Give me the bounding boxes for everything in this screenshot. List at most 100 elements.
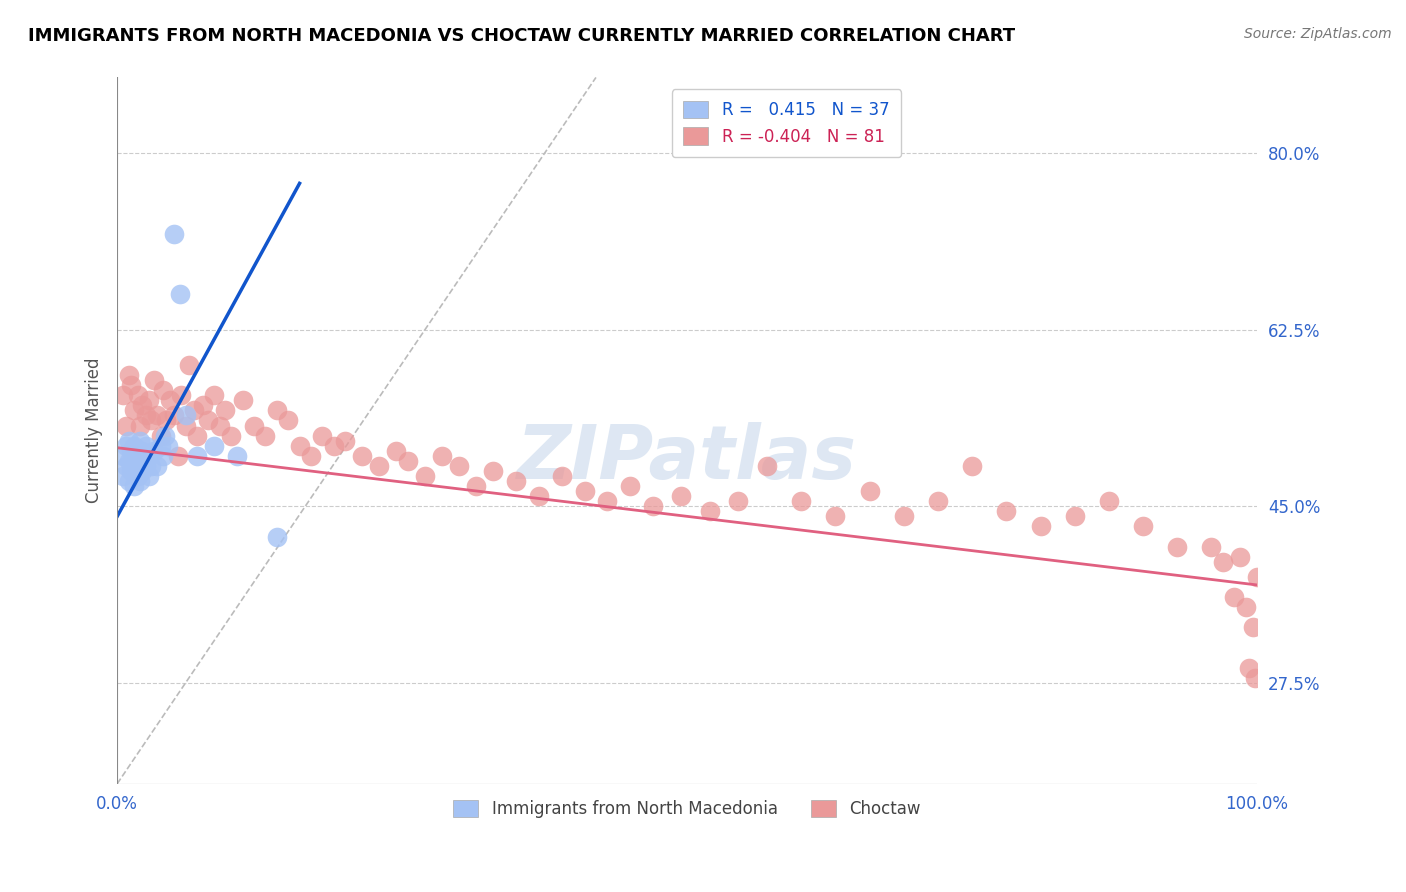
- Point: [111, 449, 134, 463]
- Point: [482, 464, 505, 478]
- Point: [186, 449, 208, 463]
- Point: [641, 500, 664, 514]
- Point: [186, 428, 208, 442]
- Point: [115, 418, 138, 433]
- Point: [219, 428, 242, 442]
- Point: [183, 403, 205, 417]
- Point: [1234, 600, 1257, 615]
- Point: [1223, 590, 1246, 604]
- Point: [413, 469, 436, 483]
- Point: [129, 474, 152, 488]
- Point: [131, 398, 153, 412]
- Point: [385, 443, 408, 458]
- Point: [727, 494, 749, 508]
- Point: [1212, 555, 1234, 569]
- Point: [995, 504, 1018, 518]
- Point: [146, 409, 169, 423]
- Point: [430, 449, 453, 463]
- Point: [1201, 540, 1223, 554]
- Point: [117, 434, 139, 448]
- Y-axis label: Currently Married: Currently Married: [86, 358, 103, 503]
- Point: [115, 458, 138, 473]
- Point: [124, 479, 146, 493]
- Point: [138, 469, 160, 483]
- Point: [120, 378, 142, 392]
- Point: [129, 434, 152, 448]
- Point: [1237, 661, 1260, 675]
- Point: [191, 398, 214, 412]
- Point: [505, 474, 527, 488]
- Point: [174, 418, 197, 433]
- Point: [142, 373, 165, 387]
- Point: [527, 489, 550, 503]
- Point: [858, 484, 880, 499]
- Point: [111, 469, 134, 483]
- Point: [202, 388, 225, 402]
- Point: [465, 479, 488, 493]
- Point: [322, 439, 344, 453]
- Point: [135, 439, 157, 453]
- Point: [127, 449, 149, 463]
- Point: [197, 413, 219, 427]
- Point: [596, 494, 619, 508]
- Point: [117, 454, 139, 468]
- Point: [124, 403, 146, 417]
- Point: [159, 393, 181, 408]
- Point: [111, 388, 134, 402]
- Point: [120, 443, 142, 458]
- Point: [141, 413, 163, 427]
- Point: [449, 458, 471, 473]
- Point: [243, 418, 266, 433]
- Point: [115, 439, 138, 453]
- Point: [368, 458, 391, 473]
- Point: [960, 458, 983, 473]
- Point: [149, 439, 172, 453]
- Point: [277, 413, 299, 427]
- Point: [1243, 671, 1265, 685]
- Point: [288, 439, 311, 453]
- Point: [333, 434, 356, 448]
- Point: [1166, 540, 1188, 554]
- Point: [127, 388, 149, 402]
- Point: [127, 469, 149, 483]
- Point: [396, 454, 419, 468]
- Point: [174, 409, 197, 423]
- Point: [155, 413, 177, 427]
- Point: [124, 439, 146, 453]
- Point: [152, 383, 174, 397]
- Point: [152, 449, 174, 463]
- Point: [131, 464, 153, 478]
- Point: [266, 403, 288, 417]
- Point: [574, 484, 596, 499]
- Point: [214, 403, 236, 417]
- Point: [225, 449, 247, 463]
- Point: [671, 489, 693, 503]
- Point: [1132, 519, 1154, 533]
- Point: [254, 428, 277, 442]
- Point: [699, 504, 721, 518]
- Legend: Immigrants from North Macedonia, Choctaw: Immigrants from North Macedonia, Choctaw: [447, 793, 928, 825]
- Point: [129, 454, 152, 468]
- Point: [352, 449, 374, 463]
- Point: [117, 474, 139, 488]
- Point: [124, 458, 146, 473]
- Point: [1098, 494, 1121, 508]
- Point: [208, 418, 231, 433]
- Point: [135, 409, 157, 423]
- Point: [1029, 519, 1052, 533]
- Point: [619, 479, 641, 493]
- Point: [202, 439, 225, 453]
- Point: [299, 449, 322, 463]
- Point: [927, 494, 949, 508]
- Point: [824, 509, 846, 524]
- Point: [177, 358, 200, 372]
- Point: [170, 388, 193, 402]
- Point: [142, 443, 165, 458]
- Point: [163, 409, 186, 423]
- Point: [311, 428, 333, 442]
- Text: Source: ZipAtlas.com: Source: ZipAtlas.com: [1244, 27, 1392, 41]
- Text: IMMIGRANTS FROM NORTH MACEDONIA VS CHOCTAW CURRENTLY MARRIED CORRELATION CHART: IMMIGRANTS FROM NORTH MACEDONIA VS CHOCT…: [28, 27, 1015, 45]
- Point: [135, 458, 157, 473]
- Point: [138, 449, 160, 463]
- Point: [166, 449, 188, 463]
